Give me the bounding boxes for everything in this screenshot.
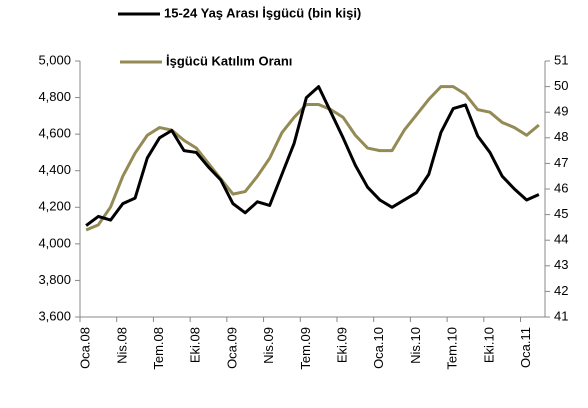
y2-tick-label: 47 <box>554 155 568 170</box>
y2-tick-label: 44 <box>554 232 568 247</box>
y-tick-label: 5,000 <box>38 52 71 67</box>
y2-tick-label: 45 <box>554 206 568 221</box>
x-tick-label: Tem.09 <box>298 327 313 370</box>
y2-tick-label: 48 <box>554 129 568 144</box>
y2-tick-label: 42 <box>554 283 568 298</box>
y-tick-label: 4,000 <box>38 235 71 250</box>
x-tick-label: Tem.10 <box>445 327 460 370</box>
x-tick-label: Eki.08 <box>188 327 203 363</box>
x-tick-label: Oca.11 <box>518 327 533 368</box>
y2-tick-label: 51 <box>554 52 568 67</box>
x-tick-label: Nis.10 <box>408 327 423 364</box>
y-tick-label: 4,600 <box>38 126 71 141</box>
series-line <box>85 85 540 232</box>
y-tick-label: 3,600 <box>38 308 71 323</box>
x-tick-label: Eki.09 <box>335 327 350 363</box>
y2-tick-label: 50 <box>554 78 568 93</box>
series-line <box>85 85 540 227</box>
x-tick-label: Oca.08 <box>78 327 93 369</box>
y2-tick-label: 49 <box>554 104 568 119</box>
y2-tick-label: 41 <box>554 308 568 323</box>
x-tick-label: Tem.08 <box>151 327 166 370</box>
y-tick-label: 3,800 <box>38 272 71 287</box>
legend-label: 15-24 Yaş Arası İşgücü (bin kişi) <box>164 5 361 20</box>
x-tick-label: Oca.09 <box>224 327 239 369</box>
x-tick-label: Eki.10 <box>481 327 496 363</box>
y-tick-label: 4,200 <box>38 199 71 214</box>
x-tick-label: Oca.10 <box>371 327 386 369</box>
y2-tick-label: 46 <box>554 180 568 195</box>
x-tick-label: Nis.08 <box>114 327 129 364</box>
x-tick-label: Nis.09 <box>261 327 276 364</box>
y-tick-label: 4,400 <box>38 162 71 177</box>
legend-label: İşgücü Katılım Oranı <box>166 53 292 68</box>
y-tick-label: 4,800 <box>38 89 71 104</box>
y2-tick-label: 43 <box>554 257 568 272</box>
